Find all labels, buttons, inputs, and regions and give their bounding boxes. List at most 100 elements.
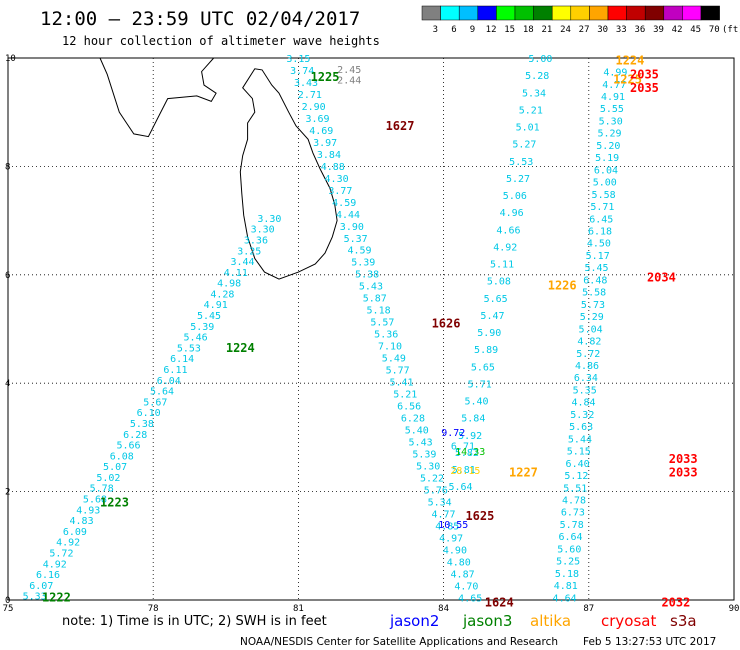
swh-value: 5.55 <box>600 104 624 115</box>
swh-value: 5.40 <box>464 397 488 408</box>
swh-value: 3.77 <box>328 186 352 197</box>
legend-item-altika: altika <box>530 612 571 630</box>
swh-value: 3.30 <box>251 225 275 236</box>
swh-value: 5.06 <box>503 191 527 202</box>
swh-value: 5.84 <box>461 414 485 425</box>
swh-value: 4.88 <box>321 162 345 173</box>
y-tick-label: 10 <box>5 54 16 64</box>
swh-value: 5.89 <box>474 345 498 356</box>
swh-value: 5.45 <box>197 311 221 322</box>
x-tick-label: 78 <box>148 604 159 614</box>
swh-value: 4.77 <box>431 509 455 520</box>
swh-value: 5.72 <box>49 548 73 559</box>
colorbar-tick-label: 6 <box>451 25 456 35</box>
swh-value: 5.30 <box>416 461 440 472</box>
swh-value: 4.82 <box>577 337 601 348</box>
swh-value: 6.56 <box>397 402 421 413</box>
colorbar-tick-label: 9 <box>470 25 475 35</box>
swh-value: 6.28 <box>401 414 425 425</box>
pass-time-labels: 1222 1223 1224 1225 1627 1626 1625 1624 1227 1226… <box>42 54 698 610</box>
y-tick-label: 6 <box>5 271 10 281</box>
colorbar-swatch <box>644 5 665 21</box>
colorbar-tick-label: 27 <box>579 25 590 35</box>
swh-value: 5.44 <box>568 434 592 445</box>
swh-value: 7.10 <box>378 342 402 353</box>
colorbar-tick-label: 18 <box>523 25 534 35</box>
swh-value: 6.14 <box>170 354 194 365</box>
swh-value: 5.37 <box>344 234 368 245</box>
colorbar-swatch <box>496 5 516 21</box>
axis-ticks: 75 78 81 84 87 90 0 2 4 6 8 10 <box>3 54 740 614</box>
swh-value: 10.55 <box>438 520 468 531</box>
swh-value: 6.16 <box>36 570 60 581</box>
swh-value: 5.38 <box>130 419 154 430</box>
colorbar-swatch <box>477 5 497 21</box>
swh-value: 5.78 <box>90 484 114 495</box>
swh-value: 4.30 <box>325 174 349 185</box>
swh-value: 4.69 <box>309 126 333 137</box>
swh-value: 5.12 <box>564 471 588 482</box>
swh-value: 5.28 <box>525 71 549 82</box>
swh-value: 5.46 <box>184 333 208 344</box>
colorbar-swatch <box>626 5 646 21</box>
colorbar-tick-label: 39 <box>653 25 664 35</box>
swh-value: 5.00 <box>593 178 617 189</box>
swh-value: 6.18 <box>588 226 612 237</box>
colorbar-swatch <box>514 5 534 21</box>
swh-value: 5.19 <box>595 153 619 164</box>
swh-value: 3.90 <box>340 222 364 233</box>
swh-value: 4.93 <box>76 505 100 516</box>
colorbar-tick-label: 36 <box>634 25 645 35</box>
colorbar-tick-label: 33 <box>616 25 627 35</box>
swh-value: 6.07 <box>29 581 53 592</box>
plot-area: 5.336.076.164.925.724.926.094.834.935.68… <box>3 54 740 614</box>
legend-item-s3a: s3a <box>670 612 697 630</box>
swh-value: 5.18 <box>555 569 579 580</box>
colorbar-swatch <box>700 5 720 21</box>
colorbar-swatch <box>421 5 441 21</box>
swh-value: 2.71 <box>298 90 322 101</box>
swh-value: 5.00 <box>528 54 552 65</box>
swh-value: 5.01 <box>516 123 540 134</box>
swh-value: 4.84 <box>571 398 595 409</box>
colorbar-tick-label: 12 <box>486 25 497 35</box>
swh-value: 5.39 <box>351 258 375 269</box>
colorbar-tick-label: 30 <box>597 25 608 35</box>
colorbar-swatch <box>682 5 702 21</box>
x-tick-label: 90 <box>729 604 740 614</box>
swh-value: 5.64 <box>150 387 174 398</box>
pass-time-label: 1226 <box>548 279 577 293</box>
swh-value: 5.71 <box>468 379 492 390</box>
pass-time-label: 1224 <box>615 54 644 68</box>
swh-value: 3.69 <box>305 114 329 125</box>
swh-value: 4.65 <box>458 593 482 604</box>
swh-value: 5.82 <box>455 448 479 459</box>
chart-title: 12:00 – 23:59 UTC 02/04/2017 <box>40 8 360 30</box>
swh-value: 4.50 <box>587 239 611 250</box>
swh-value: 5.17 <box>586 251 610 262</box>
swh-value: 5.29 <box>580 312 604 323</box>
swh-value: 6.11 <box>163 365 187 376</box>
swh-value: 5.92 <box>458 431 482 442</box>
swh-value: 4.11 <box>224 268 248 279</box>
swh-value: 5.87 <box>363 294 387 305</box>
pass-time-label: 2033 <box>669 452 698 466</box>
swh-value: 5.66 <box>116 441 140 452</box>
swh-value: 5.15 <box>567 447 591 458</box>
timestamp-text: Feb 5 13:27:53 UTC 2017 <box>583 636 716 648</box>
swh-value: 4.86 <box>575 361 599 372</box>
swh-value: 5.60 <box>557 544 581 555</box>
swh-value: 9.72 <box>441 428 465 439</box>
swh-value: 5.47 <box>480 311 504 322</box>
swh-value: 5.76 <box>424 485 448 496</box>
colorbar-tick-label: 24 <box>560 25 571 35</box>
swh-value: 4.96 <box>500 208 524 219</box>
swh-value: 4.44 <box>336 210 360 221</box>
swh-value: 6.28 <box>123 430 147 441</box>
swh-value: 5.58 <box>592 190 616 201</box>
colorbar-swatch <box>533 5 553 21</box>
colorbar-swatch <box>589 5 609 21</box>
swh-value: 5.72 <box>576 349 600 360</box>
swh-value: 4.77 <box>602 80 626 91</box>
swh-value: 5.04 <box>579 324 603 335</box>
